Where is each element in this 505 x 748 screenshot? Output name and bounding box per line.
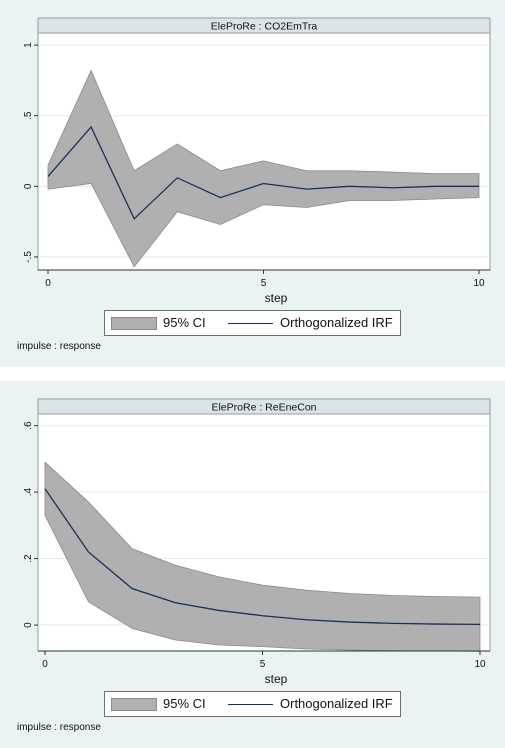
impulse-response-note: impulse : response: [17, 341, 101, 352]
x-tick-label: 5: [260, 659, 266, 670]
legend-irf-line: [228, 704, 273, 705]
irf-line: [47, 125, 479, 220]
x-axis-label: step: [265, 672, 288, 686]
x-tick-label: 10: [473, 278, 485, 289]
y-tick-label: .6: [23, 421, 34, 430]
y-tick-label: 0: [23, 183, 34, 189]
y-tick-label: 1: [23, 42, 34, 48]
irf-panel-a: EleProRe : CO2EmTra -.5 0.5 1 0 5 10 step 95% C…: [0, 0, 505, 367]
y-tick-label: 0: [23, 622, 34, 628]
impulse-response-note: impulse : response: [17, 722, 101, 733]
legend-ci-label: 95% CI: [163, 696, 206, 711]
legend-irf-label: Orthogonalized IRF: [280, 315, 393, 330]
y-tick-label: .5: [23, 111, 34, 120]
y-tick-label: -.5: [23, 251, 34, 263]
legend-a: 95% CI Orthogonalized IRF: [104, 310, 401, 336]
subplot-title-strip: [37, 17, 491, 34]
subplot-title-strip: [37, 398, 491, 415]
x-axis-label: step: [265, 291, 288, 305]
legend-irf-line: [228, 323, 273, 324]
y-tick-label: .4: [23, 488, 34, 497]
x-tick-label: 0: [45, 278, 51, 289]
irf-line: [44, 488, 481, 626]
y-tick-label: .2: [23, 554, 34, 563]
irf-panel-b: EleProRe : ReEneCon 0 .2 .4 .6 0 5 10 step 95% C…: [0, 381, 505, 748]
legend-ci-swatch: [111, 317, 157, 330]
legend-ci-label: 95% CI: [163, 315, 206, 330]
x-tick-label: 10: [474, 659, 486, 670]
subplot-title: EleProRe : ReEneCon: [211, 402, 316, 414]
irf-chart-b: EleProRe : ReEneCon 0 .2 .4 .6 0 5 10 step: [23, 398, 491, 686]
legend-ci-swatch: [111, 698, 157, 711]
x-tick-label: 5: [261, 278, 267, 289]
legend-irf-label: Orthogonalized IRF: [280, 696, 393, 711]
ci-band: [47, 69, 480, 268]
subplot-title: EleProRe : CO2EmTra: [211, 21, 318, 33]
x-tick-label: 0: [42, 659, 48, 670]
legend-b: 95% CI Orthogonalized IRF: [104, 691, 401, 717]
